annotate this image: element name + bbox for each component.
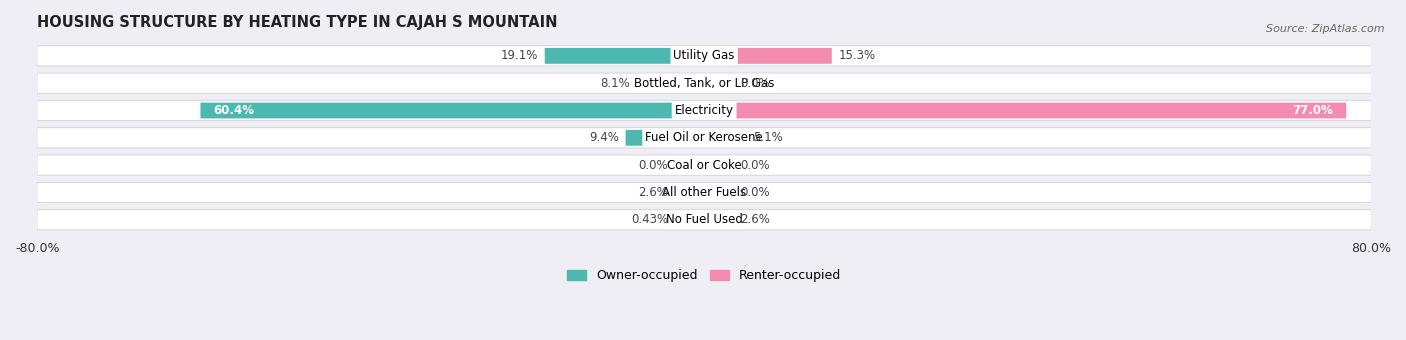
FancyBboxPatch shape [37,128,1371,148]
FancyBboxPatch shape [704,212,734,228]
Text: 5.1%: 5.1% [754,131,783,144]
Text: HOUSING STRUCTURE BY HEATING TYPE IN CAJAH S MOUNTAIN: HOUSING STRUCTURE BY HEATING TYPE IN CAJ… [37,15,558,30]
Text: 0.0%: 0.0% [740,159,769,172]
FancyBboxPatch shape [704,157,734,173]
Text: Source: ZipAtlas.com: Source: ZipAtlas.com [1267,24,1385,34]
FancyBboxPatch shape [37,210,1371,230]
Text: 8.1%: 8.1% [600,77,630,90]
FancyBboxPatch shape [37,155,1371,175]
Text: 0.0%: 0.0% [740,186,769,199]
FancyBboxPatch shape [704,185,734,200]
Text: Bottled, Tank, or LP Gas: Bottled, Tank, or LP Gas [634,77,775,90]
Text: 15.3%: 15.3% [838,49,876,62]
FancyBboxPatch shape [637,75,704,91]
FancyBboxPatch shape [201,103,704,118]
Text: No Fuel Used: No Fuel Used [665,213,742,226]
FancyBboxPatch shape [37,73,1371,93]
FancyBboxPatch shape [37,46,1371,66]
Text: 19.1%: 19.1% [501,49,538,62]
FancyBboxPatch shape [675,157,704,173]
FancyBboxPatch shape [704,48,832,64]
Legend: Owner-occupied, Renter-occupied: Owner-occupied, Renter-occupied [562,264,846,287]
Text: 2.6%: 2.6% [638,186,668,199]
FancyBboxPatch shape [675,212,704,228]
FancyBboxPatch shape [37,100,1371,121]
FancyBboxPatch shape [37,182,1371,203]
Text: 2.6%: 2.6% [740,213,770,226]
Text: 77.0%: 77.0% [1292,104,1333,117]
Text: Utility Gas: Utility Gas [673,49,735,62]
Text: Fuel Oil or Kerosene: Fuel Oil or Kerosene [645,131,763,144]
Text: 0.0%: 0.0% [638,159,668,172]
FancyBboxPatch shape [704,75,734,91]
Text: 0.43%: 0.43% [631,213,668,226]
Text: All other Fuels: All other Fuels [662,186,747,199]
Text: Electricity: Electricity [675,104,734,117]
FancyBboxPatch shape [544,48,704,64]
Text: 60.4%: 60.4% [214,104,254,117]
Text: 0.0%: 0.0% [740,77,769,90]
Text: Coal or Coke: Coal or Coke [666,159,741,172]
FancyBboxPatch shape [675,185,704,200]
FancyBboxPatch shape [704,103,1346,118]
FancyBboxPatch shape [704,130,747,146]
FancyBboxPatch shape [626,130,704,146]
Text: 9.4%: 9.4% [589,131,619,144]
